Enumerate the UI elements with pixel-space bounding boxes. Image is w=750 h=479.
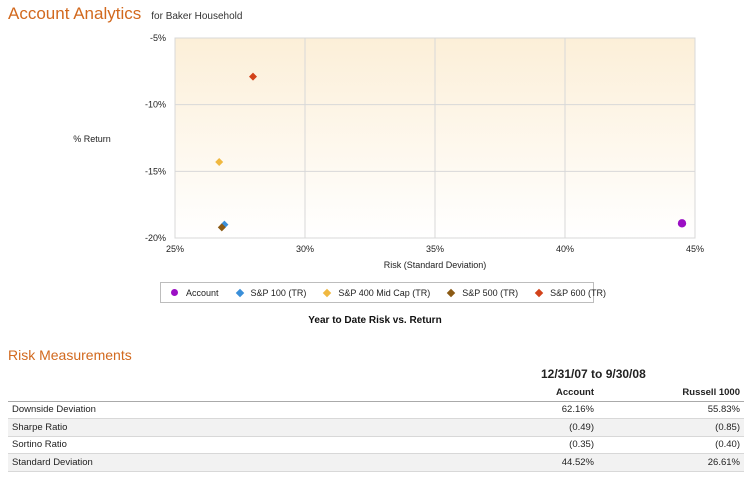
row-russell-value: 55.83% — [598, 401, 744, 419]
x-axis-label: Risk (Standard Deviation) — [384, 260, 487, 270]
row-russell-value: (0.40) — [598, 436, 744, 454]
row-russell-value: 26.61% — [598, 453, 744, 472]
row-russell-value: (0.85) — [598, 418, 744, 437]
row-label: Standard Deviation — [8, 453, 388, 472]
page-header: Account Analytics for Baker Household — [8, 4, 242, 24]
data-point[interactable] — [217, 223, 226, 232]
risk-measurements-table: Account Russell 1000 Downside Deviation … — [8, 384, 744, 472]
x-tick-label: 30% — [296, 244, 314, 254]
table-header-row: Account Russell 1000 — [8, 384, 744, 402]
y-tick-label: -15% — [145, 166, 166, 176]
legend-diamond-icon — [534, 288, 544, 297]
legend-diamond-icon — [323, 288, 332, 297]
chart-title: Year to Date Risk vs. Return — [308, 315, 442, 326]
page-subtitle: for Baker Household — [151, 11, 243, 22]
data-points — [215, 72, 687, 232]
legend-item-sp600[interactable]: S&P 600 (TR) — [534, 287, 606, 298]
legend-item-sp100[interactable]: S&P 100 (TR) — [235, 287, 307, 298]
table-row: Downside Deviation 62.16% 55.83% — [8, 401, 744, 419]
section-title-risk: Risk Measurements — [8, 347, 132, 363]
legend-item-account[interactable]: Account — [171, 288, 219, 298]
legend-label: S&P 100 (TR) — [250, 287, 307, 298]
row-account-value: 44.52% — [388, 453, 598, 472]
table-row: Standard Deviation 44.52% 26.61% — [8, 453, 744, 472]
page-title: Account Analytics — [8, 4, 142, 23]
legend-diamond-icon — [235, 288, 244, 297]
legend-circle-icon — [171, 289, 178, 296]
y-axis-label: % Return — [73, 134, 111, 144]
grid-lines — [174, 37, 696, 239]
row-account-value: 62.16% — [388, 401, 598, 419]
y-tick-label: -20% — [145, 233, 166, 243]
y-tick-label: -10% — [145, 100, 166, 110]
legend-label: Account — [186, 287, 219, 298]
legend-label: S&P 600 (TR) — [550, 287, 606, 298]
table-row: Sharpe Ratio (0.49) (0.85) — [8, 418, 744, 437]
table-row: Sortino Ratio (0.35) (0.40) — [8, 436, 744, 454]
row-label: Sortino Ratio — [8, 436, 388, 454]
legend-item-sp500[interactable]: S&P 500 (TR) — [447, 287, 519, 298]
row-account-value: (0.35) — [388, 436, 598, 454]
legend-item-sp400[interactable]: S&P 400 Mid Cap (TR) — [323, 287, 431, 298]
data-point[interactable] — [677, 219, 687, 228]
x-tick-label: 40% — [556, 244, 574, 254]
column-header-account: Account — [388, 384, 598, 402]
chart-legend: Account S&P 100 (TR) S&P 400 Mid Cap (TR… — [160, 282, 606, 303]
x-tick-label: 35% — [426, 244, 444, 254]
y-axis-ticks: -5% -10% -15% -20% — [145, 33, 166, 243]
x-tick-label: 45% — [686, 244, 704, 254]
data-point[interactable] — [249, 72, 257, 81]
row-account-value: (0.49) — [388, 418, 598, 437]
row-label: Downside Deviation — [8, 401, 388, 419]
column-header-russell: Russell 1000 — [598, 384, 744, 402]
row-label: Sharpe Ratio — [8, 418, 388, 437]
column-header-label — [8, 384, 388, 402]
legend-label: S&P 400 Mid Cap (TR) — [338, 287, 431, 298]
period-label: 12/31/07 to 9/30/08 — [541, 367, 646, 381]
x-tick-label: 25% — [166, 244, 184, 254]
x-axis-ticks: 25% 30% 35% 40% 45% — [166, 244, 704, 254]
y-tick-label: -5% — [150, 33, 166, 43]
data-point[interactable] — [215, 158, 224, 166]
legend-label: S&P 500 (TR) — [462, 287, 519, 298]
risk-return-scatter-chart: -5% -10% -15% -20% 25% 30% 35% 40% 45% % Return… — [73, 33, 704, 270]
legend-diamond-icon — [447, 288, 456, 297]
